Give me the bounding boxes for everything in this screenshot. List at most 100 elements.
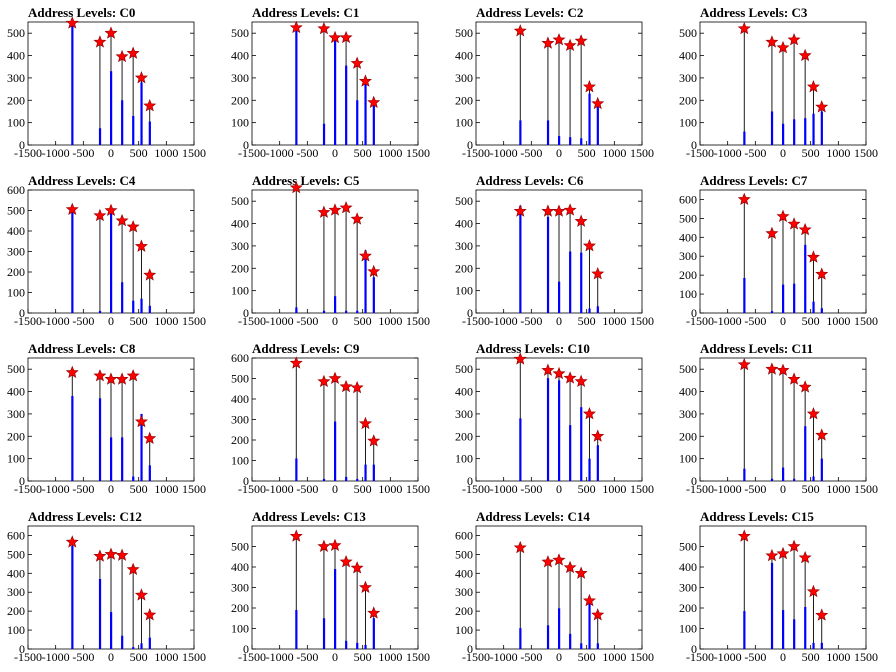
y-tick: 200 [455, 604, 642, 618]
y-tick: 500 [455, 547, 642, 561]
x-tick-label: 1500 [630, 314, 654, 328]
bar [140, 298, 143, 313]
bar [372, 277, 375, 313]
star-icon [115, 49, 129, 63]
y-tick-label: 200 [455, 604, 473, 618]
star-icon [574, 566, 588, 579]
x-tick-label: 500 [578, 146, 596, 160]
y-tick: 300 [231, 581, 418, 595]
y-tick: 300 [7, 71, 194, 85]
chart-title: Address Levels: C14 [476, 509, 590, 524]
y-tick: 300 [679, 249, 866, 263]
x-tick: -1000 [42, 645, 70, 664]
x-tick-label: 1000 [602, 146, 626, 160]
star-icon [367, 434, 381, 447]
star-icon [574, 374, 588, 388]
x-tick-label: -1500 [462, 146, 490, 160]
x-tick-label: 1500 [406, 650, 430, 664]
star-icon [339, 201, 353, 214]
x-tick-label: -1500 [14, 314, 42, 328]
bar [596, 445, 599, 481]
star-icon [815, 608, 829, 621]
bar [334, 421, 337, 481]
x-tick-label: 1000 [154, 482, 178, 496]
star-icon [289, 180, 303, 194]
x-tick: -500 [72, 477, 94, 496]
y-tick: 100 [7, 286, 194, 300]
bar [345, 65, 348, 145]
y-tick-label: 200 [231, 601, 249, 615]
y-tick-label: 200 [679, 93, 697, 107]
chart-panel-c1: Address Levels: C1 0 100 200 300 400 500 -1500-… [224, 0, 448, 168]
bar [812, 642, 815, 649]
x-tick-label: 500 [354, 146, 372, 160]
x-tick: 500 [802, 477, 820, 496]
x-tick: -500 [744, 477, 766, 496]
star-icon [563, 560, 577, 574]
y-tick: 600 [455, 528, 642, 542]
x-tick: -500 [72, 645, 94, 664]
x-tick-label: 0 [780, 482, 786, 496]
bar [519, 628, 522, 649]
bar [569, 137, 572, 145]
x-tick-label: 1000 [602, 650, 626, 664]
y-tick: 300 [679, 581, 866, 595]
star-icon [339, 555, 353, 568]
y-tick: 0 [467, 306, 642, 320]
x-tick-label: 1500 [406, 146, 430, 160]
star-icon [563, 371, 577, 384]
bar [558, 281, 561, 313]
y-tick-label: 500 [7, 26, 25, 40]
x-tick-label: -500 [744, 314, 766, 328]
chart-plot: 0 100 200 300 400 500 -1500 -1000 -500 0 500 1000 15… [231, 180, 430, 328]
x-tick: 1500 [630, 141, 654, 160]
x-tick: 500 [354, 141, 372, 160]
star-icon [104, 547, 118, 560]
x-tick-label: 1000 [378, 482, 402, 496]
chart-plot: 0 100 200 300 400 500 600 -1500 -1000 -500 0 500 100… [231, 351, 430, 496]
x-tick: -1500 [238, 645, 266, 664]
bar [812, 301, 815, 313]
star-icon [350, 56, 364, 69]
x-tick-label: 1000 [378, 650, 402, 664]
x-tick-label: 500 [802, 650, 820, 664]
x-tick-label: -1500 [686, 314, 714, 328]
y-tick-label: 100 [231, 116, 249, 130]
star-icon [143, 431, 157, 445]
x-tick: 1500 [182, 141, 206, 160]
x-tick-label: -500 [296, 314, 318, 328]
y-tick: 400 [455, 566, 642, 580]
y-tick-label: 500 [7, 362, 25, 376]
x-tick-label: -1500 [14, 146, 42, 160]
star-icon [591, 96, 605, 110]
star-icon [289, 20, 303, 34]
y-tick-label: 400 [7, 385, 25, 399]
y-tick: 400 [679, 385, 866, 399]
x-tick: -1000 [266, 645, 294, 664]
x-tick: -1500 [238, 141, 266, 160]
y-tick-label: 100 [231, 284, 249, 298]
x-tick: -1000 [42, 309, 70, 328]
bar [588, 458, 591, 481]
chart-title: Address Levels: C13 [252, 509, 366, 524]
x-tick: 500 [802, 309, 820, 328]
x-tick-label: 0 [780, 650, 786, 664]
star-icon [582, 239, 596, 252]
chart-plot: 0 100 200 300 400 500 -1500 -1000 -500 0 500 1000 15… [679, 21, 878, 160]
x-tick: 1500 [854, 477, 878, 496]
chart-title: Address Levels: C11 [700, 341, 814, 356]
y-tick-label: 0 [19, 138, 25, 152]
x-tick-label: 0 [780, 314, 786, 328]
star-icon [806, 80, 820, 93]
chart-plot: 0 100 200 300 400 500 -1500 -1000 -500 0 500 1000 15… [455, 21, 654, 160]
bar [98, 578, 102, 649]
x-tick: 500 [578, 309, 596, 328]
y-tick: 300 [7, 245, 194, 259]
star-icon [367, 264, 381, 278]
x-tick: -500 [72, 141, 94, 160]
star-icon [65, 202, 79, 215]
bar [770, 562, 774, 649]
x-tick-label: 1000 [826, 146, 850, 160]
star-icon [582, 80, 596, 93]
bar [295, 26, 298, 146]
